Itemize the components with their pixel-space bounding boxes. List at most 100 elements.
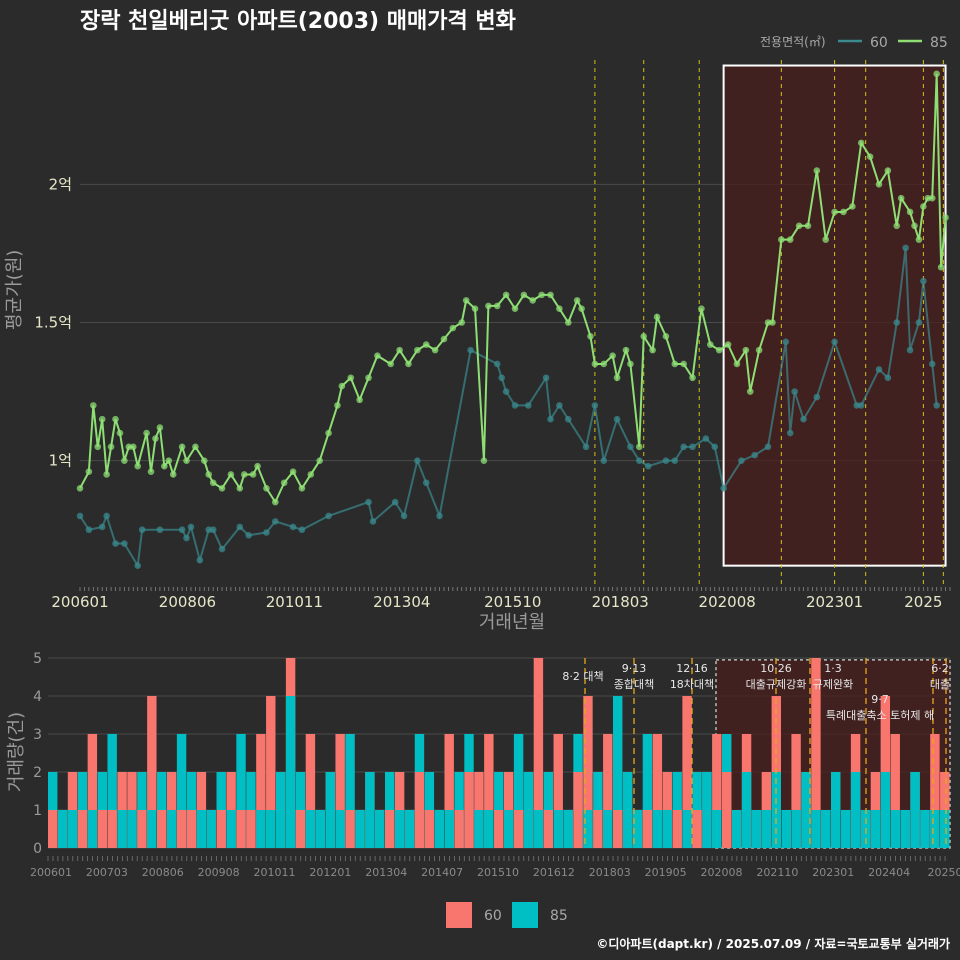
volume-bar-60 <box>494 810 504 848</box>
price-x-tick-label: 2025 <box>904 593 942 611</box>
volume-bar-85 <box>741 772 752 848</box>
data-point-60 <box>121 540 128 547</box>
data-point-85 <box>76 484 84 492</box>
data-point-60 <box>547 415 554 423</box>
volume-bar-85 <box>107 734 117 848</box>
data-point-60 <box>556 402 563 409</box>
data-point-85 <box>746 388 754 395</box>
volume-bar-60 <box>692 810 702 848</box>
data-point-60 <box>511 402 519 409</box>
data-point-60 <box>800 415 807 423</box>
policy-label-date: 1·3 <box>824 662 842 675</box>
data-point-85 <box>449 324 457 332</box>
volume-bar-60 <box>543 810 554 848</box>
data-point-60 <box>906 346 914 354</box>
volume-bar-60 <box>811 658 821 848</box>
data-point-85 <box>169 471 177 478</box>
data-point-60 <box>112 540 119 547</box>
volume-bar-85 <box>404 810 415 848</box>
data-point-60 <box>751 451 758 459</box>
volume-bar-85 <box>315 810 326 848</box>
volume-bar-60 <box>157 810 167 848</box>
volume-bar-85 <box>940 810 950 848</box>
volume-bar-85 <box>67 810 78 848</box>
volume-bar-60 <box>107 810 117 848</box>
volume-y-tick-label: 4 <box>33 689 42 705</box>
volume-bar-60 <box>186 810 197 848</box>
data-point-60 <box>98 523 106 531</box>
data-point-85 <box>307 471 315 478</box>
data-point-85 <box>715 346 723 354</box>
volume-bar-85 <box>503 810 514 848</box>
volume-bar-85 <box>256 810 266 848</box>
volume-x-tick-label: 202110 <box>756 866 798 879</box>
chart-title: 장락 천일베리굿 아파트(2003) 매매가격 변화 <box>80 9 516 34</box>
volume-bar-60 <box>97 810 107 848</box>
data-point-60 <box>689 443 696 451</box>
data-point-85 <box>849 203 856 210</box>
data-point-60 <box>915 319 923 326</box>
volume-y-tick-label: 3 <box>33 727 42 743</box>
data-point-85 <box>804 222 812 230</box>
data-point-85 <box>897 194 905 202</box>
legend-swatch-60-bar <box>446 902 472 928</box>
volume-bar-85 <box>434 810 444 848</box>
data-point-60 <box>525 402 532 409</box>
price-x-axis-label: 거래년월 <box>479 612 545 633</box>
data-point-60 <box>720 484 727 492</box>
data-point-85 <box>209 479 217 487</box>
data-point-60 <box>196 556 204 564</box>
data-point-60 <box>738 457 745 464</box>
data-point-85 <box>733 360 741 368</box>
volume-x-tick-label: 201905 <box>645 866 687 879</box>
data-point-85 <box>786 236 794 243</box>
price-x-tick-label: 201510 <box>484 593 541 611</box>
data-point-85 <box>698 305 705 312</box>
data-point-60 <box>391 498 399 506</box>
price-chart: 1억 1.5억 2억 200601 200806 201011 201304 201510 20… <box>34 60 951 611</box>
volume-x-tick-label: 200806 <box>142 866 184 879</box>
data-point-85 <box>680 360 687 368</box>
volume-bar-85 <box>850 772 861 848</box>
volume-bar-85 <box>712 810 722 848</box>
volume-bar-85 <box>682 810 692 848</box>
data-point-85 <box>649 346 656 354</box>
policy-label-date: 10·26 <box>760 662 792 675</box>
data-point-85 <box>431 346 439 354</box>
volume-bar-85 <box>533 810 544 848</box>
volume-bar-60 <box>593 810 603 848</box>
data-point-60 <box>493 360 501 368</box>
data-point-60 <box>178 526 186 534</box>
data-point-85 <box>578 305 585 312</box>
volume-bar-60 <box>266 696 276 848</box>
data-point-85 <box>347 374 355 382</box>
data-point-60 <box>702 435 710 442</box>
data-point-85 <box>769 319 776 326</box>
volume-y-tick-label: 2 <box>33 765 42 781</box>
volume-bar-85 <box>365 772 375 848</box>
volume-bar-60 <box>385 810 395 848</box>
data-point-60 <box>857 402 865 409</box>
volume-bar-85 <box>622 772 633 848</box>
data-point-85 <box>920 203 927 210</box>
volume-bar-85 <box>513 734 524 848</box>
data-point-85 <box>893 222 901 230</box>
policy-label-desc: 종합대책 <box>614 678 654 691</box>
data-point-60 <box>671 457 679 464</box>
data-point-85 <box>396 346 403 354</box>
volume-bar-85 <box>57 810 68 848</box>
data-point-85 <box>502 291 510 299</box>
price-x-tick-label: 200806 <box>159 593 216 611</box>
volume-bar-60 <box>345 810 355 848</box>
data-point-85 <box>609 352 616 359</box>
volume-bar-85 <box>781 810 791 848</box>
volume-bar-85 <box>840 810 851 848</box>
data-point-85 <box>129 443 137 451</box>
data-point-85 <box>538 291 545 299</box>
data-point-85 <box>520 291 528 299</box>
data-point-85 <box>529 297 537 304</box>
data-point-60 <box>786 429 794 437</box>
data-point-60 <box>369 518 377 525</box>
data-point-85 <box>942 214 949 221</box>
data-point-85 <box>640 333 648 340</box>
